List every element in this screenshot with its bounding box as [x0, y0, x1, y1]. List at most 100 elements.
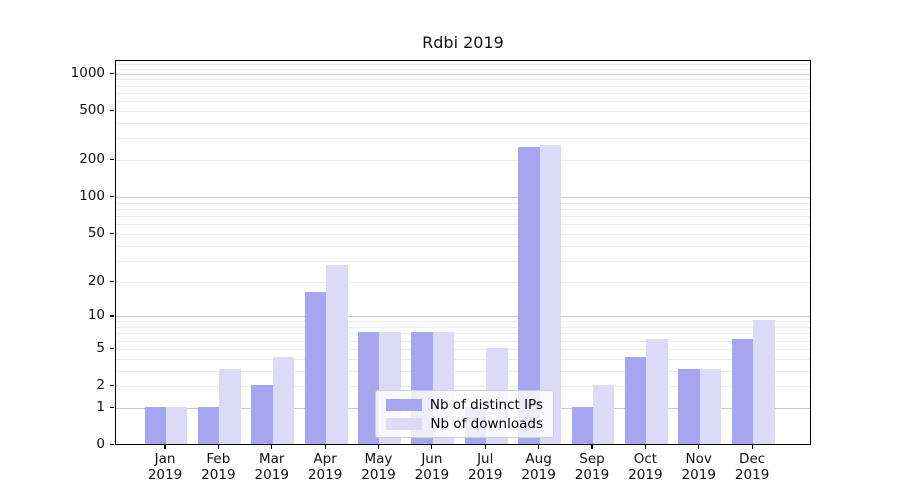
gridline-major	[116, 316, 810, 318]
y-tick	[110, 385, 115, 387]
bar-downloads	[699, 369, 722, 444]
bar-distinct-ips	[304, 291, 327, 444]
gridline-minor	[116, 208, 810, 210]
x-tick-label: Jan 2019	[147, 451, 183, 483]
y-tick-label: 20	[87, 272, 105, 289]
y-tick-label: 2	[96, 377, 105, 394]
gridline-minor	[116, 216, 810, 218]
bar-downloads	[272, 357, 295, 444]
x-tick-label: Jun 2019	[414, 451, 450, 483]
bar-distinct-ips	[518, 147, 540, 444]
gridline-minor	[116, 101, 810, 103]
x-tick	[431, 445, 433, 449]
gridline-minor	[116, 79, 810, 81]
x-tick	[751, 445, 753, 449]
y-tick-label: 0	[96, 436, 105, 453]
y-tick-label: 5	[96, 339, 105, 356]
x-tick	[271, 445, 273, 449]
y-tick	[110, 72, 115, 74]
x-tick-label: Nov 2019	[681, 451, 716, 483]
gridline-minor	[116, 358, 810, 360]
bar-downloads	[539, 144, 561, 444]
gridline-minor	[116, 260, 810, 262]
y-tick-label: 500	[79, 101, 105, 118]
gridline-minor	[116, 386, 810, 388]
legend-row-distinct-ips: Nb of distinct IPs	[384, 397, 545, 413]
y-tick	[110, 444, 115, 446]
gridline-minor	[116, 92, 810, 94]
x-tick	[324, 445, 326, 449]
gridline-minor	[116, 321, 810, 323]
bar-distinct-ips	[197, 406, 220, 444]
y-tick	[110, 407, 115, 409]
gridline-minor	[116, 348, 810, 350]
gridline-minor	[116, 63, 810, 65]
gridline-minor	[116, 202, 810, 204]
gridline-minor	[116, 110, 810, 112]
bar-distinct-ips	[144, 406, 166, 444]
y-tick	[110, 109, 115, 112]
x-tick	[217, 445, 219, 449]
x-tick	[484, 445, 486, 449]
legend-swatch-distinct-ips	[386, 398, 422, 411]
bar-distinct-ips	[251, 384, 273, 444]
legend-label-distinct-ips: Nb of distinct IPs	[429, 396, 543, 413]
y-tick	[110, 315, 115, 317]
gridline-major	[116, 197, 810, 199]
x-tick-label: Feb 2019	[201, 451, 236, 483]
bar-distinct-ips	[571, 406, 593, 444]
y-tick	[110, 232, 115, 234]
legend: Nb of distinct IPs Nb of downloads	[375, 390, 554, 438]
bar-distinct-ips	[731, 339, 754, 444]
x-tick-label: Mar 2019	[254, 451, 289, 483]
x-tick-label: Dec 2019	[734, 451, 770, 483]
legend-label-downloads: Nb of downloads	[430, 415, 543, 432]
bar-downloads	[592, 384, 615, 444]
x-tick	[644, 445, 646, 449]
gridline-minor	[116, 333, 810, 335]
gridline-minor	[116, 85, 810, 87]
x-tick-label: Apr 2019	[307, 451, 343, 483]
chart-title: Rdbi 2019	[422, 33, 504, 52]
x-tick	[164, 445, 166, 449]
bar-distinct-ips	[624, 357, 647, 444]
y-tick-label: 50	[87, 224, 105, 241]
x-tick-label: Oct 2019	[628, 451, 663, 483]
bar-downloads	[646, 339, 668, 444]
legend-row-downloads: Nb of downloads	[384, 416, 545, 432]
gridline-minor	[116, 138, 810, 140]
y-tick	[110, 347, 115, 350]
plot-area	[115, 60, 811, 445]
bar-downloads	[219, 369, 241, 444]
x-tick-label: Aug 2019	[521, 451, 556, 483]
gridline-minor	[116, 340, 810, 342]
y-tick	[110, 280, 115, 282]
bar-distinct-ips	[678, 369, 700, 444]
gridline-minor	[116, 370, 810, 372]
gridline-minor	[116, 281, 810, 283]
bar-downloads	[753, 320, 775, 444]
y-tick-label: 200	[79, 151, 105, 168]
y-tick-label: 1	[96, 399, 105, 416]
gridline-minor	[116, 68, 810, 70]
gridline-minor	[116, 233, 810, 235]
bar-downloads	[326, 264, 348, 444]
gridline-minor	[116, 327, 810, 329]
y-tick	[110, 196, 115, 198]
x-tick	[591, 445, 593, 449]
y-tick-label: 1000	[70, 64, 105, 81]
bar-downloads	[166, 406, 188, 444]
x-tick	[698, 445, 700, 449]
y-tick-label: 100	[79, 188, 105, 205]
gridline-major	[116, 73, 810, 75]
x-tick-label: Sep 2019	[574, 451, 610, 483]
gridline-minor	[116, 160, 810, 162]
legend-swatch-downloads	[386, 417, 422, 430]
y-tick-label: 10	[87, 307, 105, 324]
gridline-minor	[116, 245, 810, 247]
x-tick-label: Jul 2019	[468, 451, 503, 483]
x-tick-label: May 2019	[361, 451, 396, 483]
gridline-minor	[116, 122, 810, 124]
y-tick	[110, 159, 115, 161]
